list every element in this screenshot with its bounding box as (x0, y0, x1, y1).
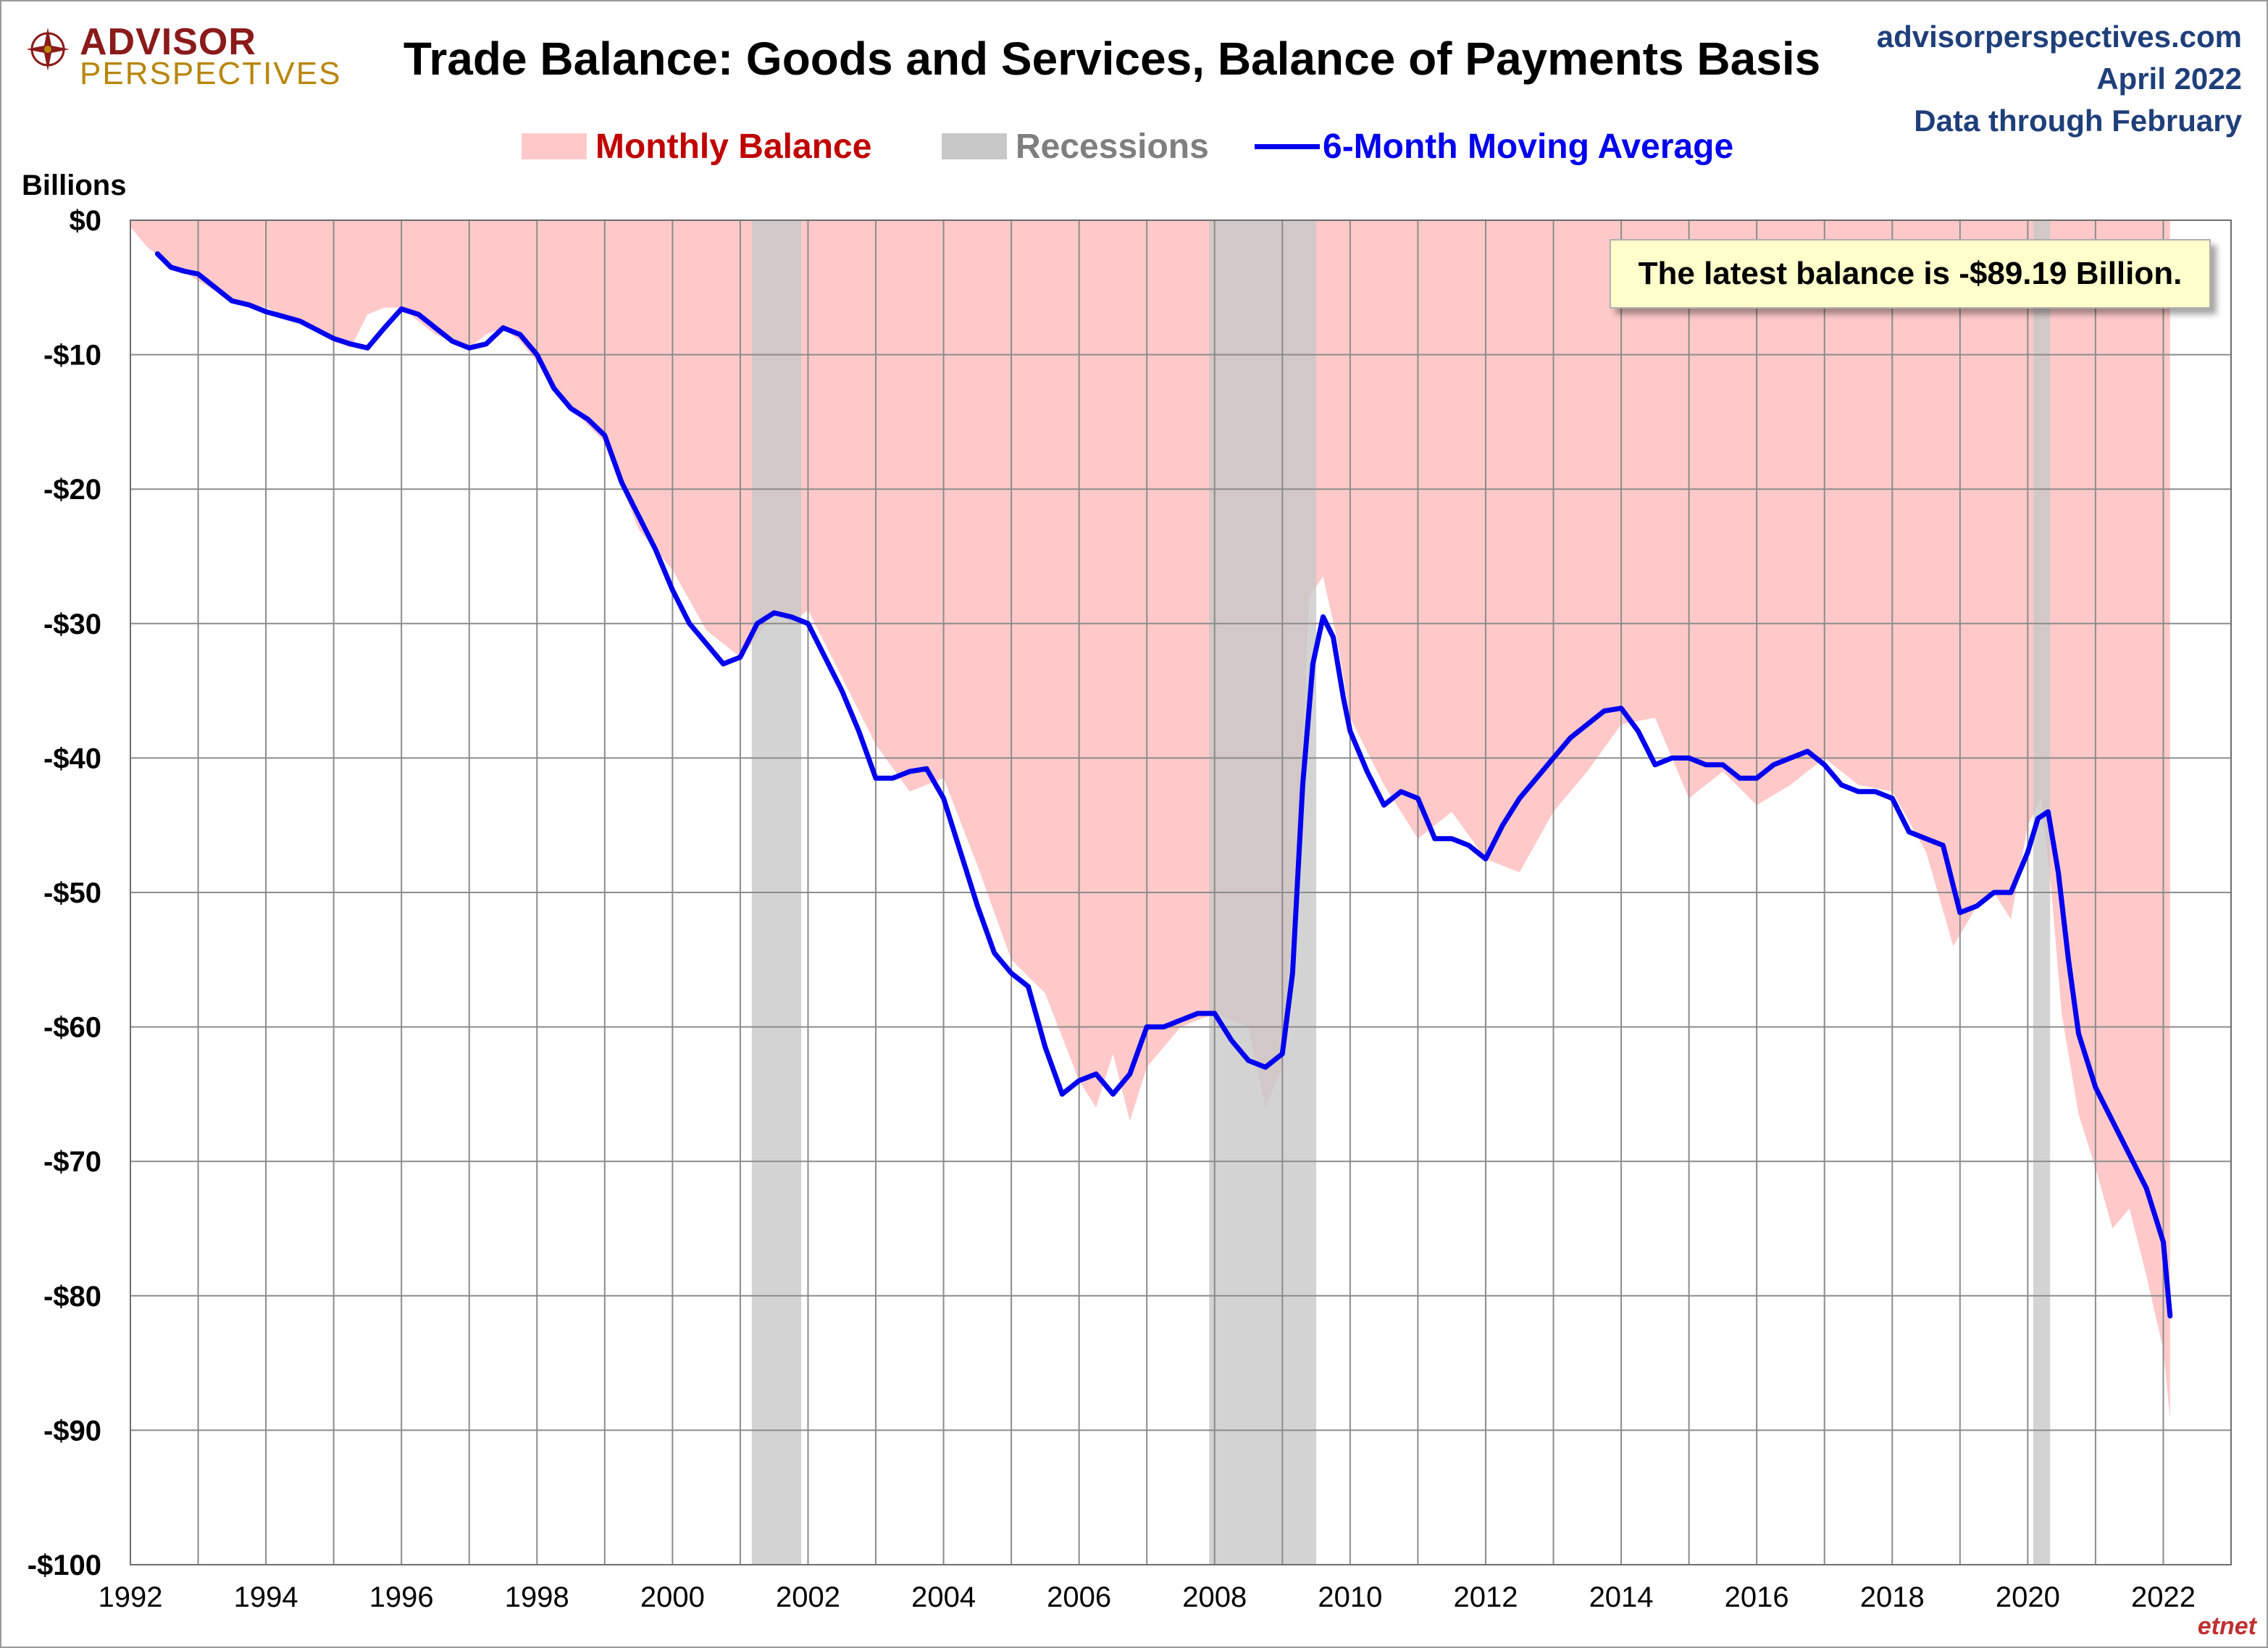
y-tick-label: -$80 (43, 1281, 101, 1313)
legend-swatch-monthly (522, 133, 587, 159)
legend-label-moving-average: 6-Month Moving Average (1323, 127, 1734, 166)
etnet-watermark: etnet (2197, 1613, 2256, 1640)
x-tick-label: 2022 (2131, 1581, 2196, 1613)
x-tick-label: 2010 (1318, 1581, 1382, 1613)
y-axis-title: Billions (22, 170, 127, 201)
y-tick-label: -$20 (43, 474, 101, 506)
x-tick-label: 2006 (1047, 1581, 1111, 1613)
logo-line1: ADVISOR (80, 21, 256, 63)
y-tick-label: -$100 (28, 1549, 101, 1581)
x-tick-label: 2000 (640, 1581, 705, 1613)
x-tick-label: 1998 (505, 1581, 569, 1613)
latest-balance-note: The latest balance is -$89.19 Billion. (1610, 239, 2211, 309)
chart-title: Trade Balance: Goods and Services, Balan… (403, 33, 1821, 85)
y-tick-label: -$10 (43, 340, 101, 372)
legend-monthly-balance: Monthly Balance (522, 125, 871, 168)
logo-line2: PERSPECTIVES (80, 56, 342, 91)
y-tick-label: $0 (70, 205, 102, 237)
x-tick-label: 1992 (99, 1581, 163, 1613)
x-tick-label: 2014 (1589, 1581, 1654, 1613)
plot-border (130, 219, 2232, 1565)
y-tick-label: -$40 (43, 743, 101, 774)
y-tick-label: -$30 (43, 608, 101, 640)
legend-swatch-moving-average (1255, 143, 1320, 149)
y-tick-label: -$70 (43, 1146, 101, 1178)
legend-moving-average: 6-Month Moving Average (1255, 125, 1733, 168)
x-tick-label: 2004 (911, 1581, 976, 1613)
legend-label-recessions: Recessions (1016, 127, 1209, 166)
y-tick-label: -$90 (43, 1415, 101, 1447)
x-tick-label: 2018 (1860, 1581, 1925, 1613)
x-tick-label: 2012 (1453, 1581, 1518, 1613)
legend-swatch-recessions (942, 133, 1007, 159)
advisor-perspectives-logo: ADVISOR PERSPECTIVES (25, 21, 340, 90)
source-block: advisorperspectives.com April 2022 Data … (1877, 16, 2242, 142)
y-tick-label: -$60 (43, 1012, 101, 1044)
x-tick-label: 2020 (1996, 1581, 2060, 1613)
series-moving-average-line (154, 251, 2173, 1319)
data-through: Data through February (1914, 104, 2242, 138)
site-url: advisorperspectives.com (1876, 20, 2242, 54)
x-tick-label: 2002 (776, 1581, 840, 1613)
y-tick-label: -$50 (43, 877, 101, 909)
legend-label-monthly: Monthly Balance (595, 127, 872, 166)
x-tick-label: 1996 (369, 1581, 434, 1613)
legend-recessions: Recessions (942, 125, 1209, 168)
publish-date: April 2022 (2096, 62, 2242, 96)
x-tick-label: 1994 (234, 1581, 298, 1613)
compass-icon (26, 28, 70, 71)
x-tick-label: 2008 (1182, 1581, 1247, 1613)
x-tick-label: 2016 (1725, 1581, 1789, 1613)
